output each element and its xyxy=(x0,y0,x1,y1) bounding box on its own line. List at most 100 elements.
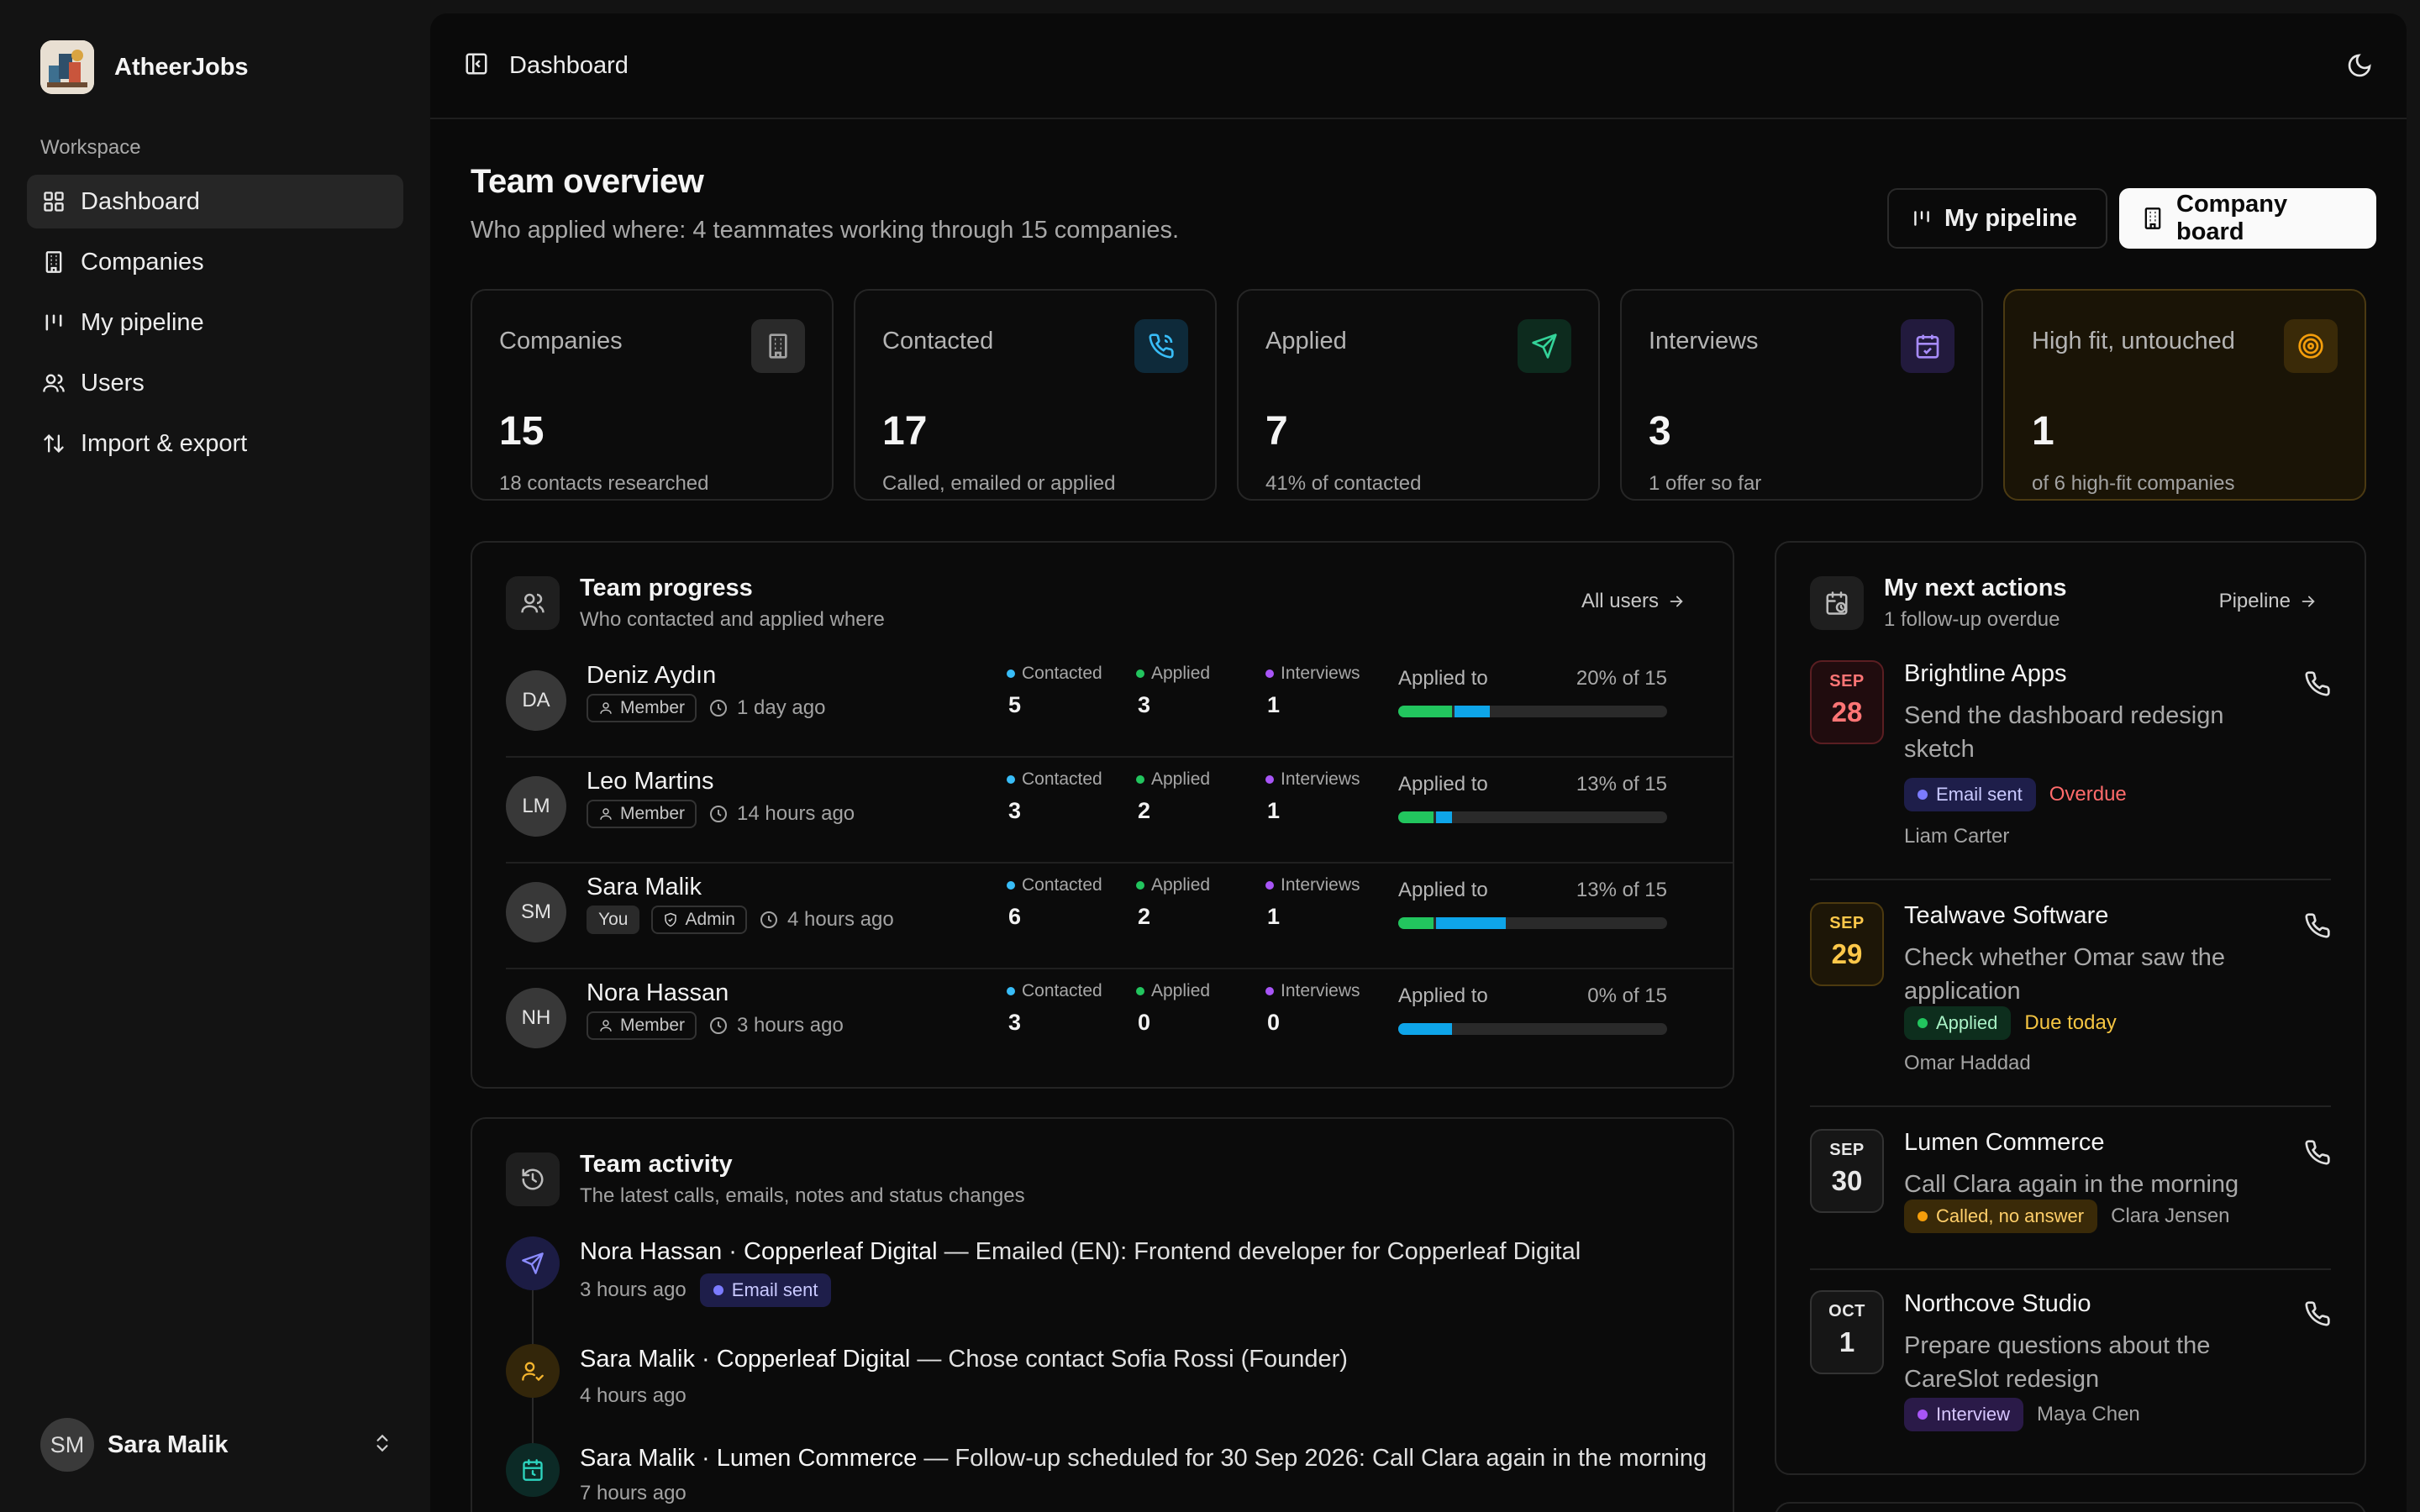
sidebar-item-dashboard[interactable]: Dashboard xyxy=(27,175,403,228)
sidebar-item-label: My pipeline xyxy=(81,308,204,336)
action-tags: Email sent Overdue xyxy=(1904,778,2140,811)
activity-item[interactable]: Nora Hassan · Copperleaf Digital — Email… xyxy=(580,1238,1581,1266)
metric-label: Applied xyxy=(1151,981,1211,1000)
metric-label: Applied xyxy=(1151,769,1211,789)
activity-actor: Sara Malik · Copperleaf Digital xyxy=(580,1346,911,1373)
user-name: Sara Malik xyxy=(108,1431,229,1458)
progress-label: Applied to xyxy=(1398,667,1488,690)
role-badge: Member xyxy=(587,1011,697,1040)
member-name: Nora Hassan xyxy=(587,979,729,1006)
team-member-row[interactable]: DA Deniz Aydın Member 1 day ago Contacted 5 Ap… xyxy=(506,652,1733,758)
role-label: Member xyxy=(620,804,686,823)
send-icon xyxy=(1518,319,1571,373)
topbar: Dashboard xyxy=(430,13,2407,119)
last-active: 3 hours ago xyxy=(737,1014,844,1037)
action-description: Call Clara again in the morning xyxy=(1904,1171,2239,1198)
pipeline-icon xyxy=(1911,207,1933,229)
metric-applied: Applied 2 xyxy=(1136,875,1210,930)
last-active: 4 hours ago xyxy=(786,908,894,931)
last-active: 14 hours ago xyxy=(737,802,855,825)
role-label: Member xyxy=(620,698,686,717)
metric-label: Interviews xyxy=(1281,769,1360,789)
stat-label: Interviews xyxy=(1649,328,1759,354)
building-icon xyxy=(751,319,805,373)
metric-label: Interviews xyxy=(1281,981,1360,1000)
avatar: DA xyxy=(506,670,566,731)
stat-card-high-fit[interactable]: High fit, untouched 1 of 6 high-fit comp… xyxy=(2003,289,2366,501)
link-label: Pipeline xyxy=(2218,590,2291,612)
phone-icon[interactable] xyxy=(2304,1139,2331,1170)
theme-toggle-moon-icon[interactable] xyxy=(2346,52,2373,83)
metric-label: Contacted xyxy=(1022,664,1102,683)
user-menu[interactable]: SM Sara Malik xyxy=(40,1418,393,1472)
sidebar-item-import-export[interactable]: Import & export xyxy=(27,417,403,470)
timeline-line xyxy=(532,1290,534,1346)
avatar: LM xyxy=(506,776,566,837)
sidebar-item-companies[interactable]: Companies xyxy=(27,235,403,289)
next-action-item[interactable]: OCT 1 Northcove Studio Prepare questions… xyxy=(1810,1290,2331,1450)
next-actions-panel: My next actions 1 follow-up overdue Pipe… xyxy=(1775,541,2366,1475)
progress-bar xyxy=(1398,811,1667,823)
stat-hint: Called, emailed or applied xyxy=(882,472,1116,495)
user-icon xyxy=(598,701,613,716)
stat-hint: 41% of contacted xyxy=(1265,472,1422,495)
company-board-button[interactable]: Company board xyxy=(2119,188,2376,249)
stat-label: High fit, untouched xyxy=(2032,328,2235,354)
action-tags: Interview Maya Chen xyxy=(1904,1398,2140,1431)
activity-time: 4 hours ago xyxy=(580,1384,687,1407)
due-day: 30 xyxy=(1831,1165,1863,1196)
next-action-item[interactable]: SEP 29 Tealwave Software Check whether O… xyxy=(1810,902,2331,1107)
sidebar-toggle-icon[interactable] xyxy=(464,51,489,81)
brand[interactable]: AtheerJobs xyxy=(40,40,249,94)
arrows-updown-icon xyxy=(40,430,67,457)
applied-progress: Applied to 0% of 15 xyxy=(1398,984,1667,1035)
activity-actor: Sara Malik · Lumen Commerce xyxy=(580,1445,918,1472)
stat-card-companies[interactable]: Companies 15 18 contacts researched xyxy=(471,289,834,501)
progress-bar xyxy=(1398,917,1667,929)
member-name: Deniz Aydın xyxy=(587,662,717,689)
activity-item[interactable]: Sara Malik · Copperleaf Digital — Chose … xyxy=(580,1346,1348,1373)
progress-applied-segment xyxy=(1398,706,1452,717)
stat-label: Contacted xyxy=(882,328,994,354)
status-badge: Email sent xyxy=(699,1273,832,1307)
sidebar-item-pipeline[interactable]: My pipeline xyxy=(27,296,403,349)
progress-percent: 20% of 15 xyxy=(1576,667,1667,690)
sidebar-item-users[interactable]: Users xyxy=(27,356,403,410)
user-check-icon xyxy=(506,1344,560,1398)
due-day: 29 xyxy=(1831,938,1863,969)
stat-card-contacted[interactable]: Contacted 17 Called, emailed or applied xyxy=(854,289,1217,501)
activity-item[interactable]: Sara Malik · Lumen Commerce — Follow-up … xyxy=(580,1445,1707,1473)
progress-applied-segment xyxy=(1398,917,1434,929)
applied-progress: Applied to 13% of 15 xyxy=(1398,879,1667,929)
panel-subtitle: 1 follow-up overdue xyxy=(1884,608,2060,631)
stat-hint: 18 contacts researched xyxy=(499,472,709,495)
team-member-row[interactable]: LM Leo Martins Member 14 hours ago Contacted… xyxy=(506,758,1733,864)
phone-icon[interactable] xyxy=(2304,670,2331,701)
panel-title: Team progress xyxy=(580,575,753,601)
progress-applied-segment xyxy=(1398,811,1434,823)
phone-icon[interactable] xyxy=(2304,1300,2331,1331)
next-action-item[interactable]: SEP 30 Lumen Commerce Call Clara again i… xyxy=(1810,1129,2331,1270)
stat-value: 15 xyxy=(499,409,544,454)
stat-card-applied[interactable]: Applied 7 41% of contacted xyxy=(1237,289,1600,501)
team-member-row[interactable]: NH Nora Hassan Member 3 hours ago Contacted 3… xyxy=(506,969,1733,1075)
sidebar-item-label: Users xyxy=(81,369,145,396)
pipeline-link[interactable]: Pipeline xyxy=(2219,590,2317,613)
contact-person: Liam Carter xyxy=(1904,825,2010,848)
status-badge-label: Email sent xyxy=(1936,784,2023,805)
target-icon xyxy=(2284,319,2338,373)
team-member-row[interactable]: SM Sara Malik You Admin 4 hours ago Contacted… xyxy=(506,864,1733,969)
metric-applied: Applied 0 xyxy=(1136,981,1210,1036)
my-pipeline-button[interactable]: My pipeline xyxy=(1887,188,2107,249)
building-icon xyxy=(40,249,67,276)
stat-card-interviews[interactable]: Interviews 3 1 offer so far xyxy=(1620,289,1983,501)
clock-icon xyxy=(708,1016,729,1036)
main-content: Dashboard Team overview Who applied wher… xyxy=(430,13,2407,1512)
due-month: SEP xyxy=(1829,1141,1865,1159)
due-day: 28 xyxy=(1831,696,1863,727)
next-action-item[interactable]: SEP 28 Brightline Apps Send the dashboar… xyxy=(1810,660,2331,880)
page-subtitle: Who applied where: 4 teammates working t… xyxy=(471,217,1180,244)
phone-icon[interactable] xyxy=(2304,912,2331,943)
all-users-link[interactable]: All users xyxy=(1581,590,1686,613)
due-date: SEP 30 xyxy=(1810,1129,1884,1213)
